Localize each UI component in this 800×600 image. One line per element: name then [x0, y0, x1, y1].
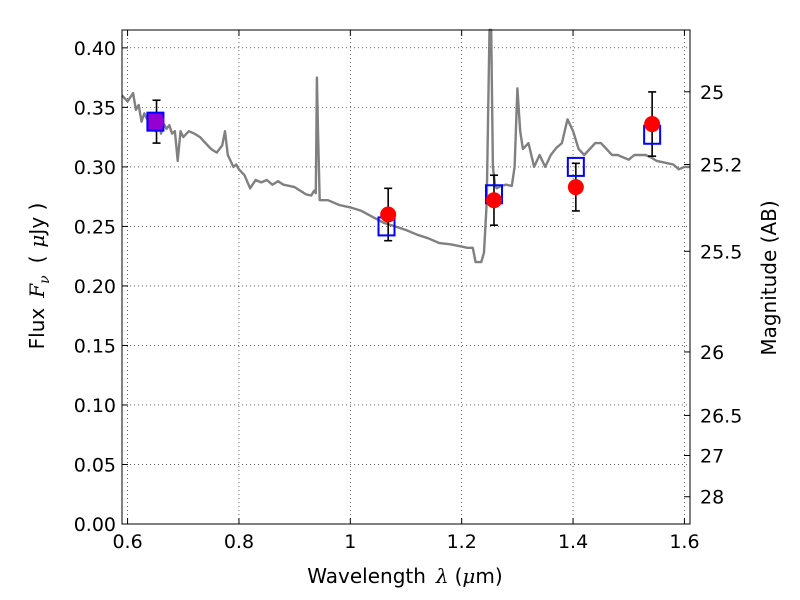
x-tick-label: 1.4	[558, 531, 588, 553]
y-tick-label: 0.40	[74, 38, 116, 60]
y-axis-label-text: Flux	[25, 308, 49, 350]
y2-tick-label: 26.5	[700, 405, 742, 427]
observed-series	[148, 113, 661, 223]
y-tick-label: 0.15	[74, 335, 116, 357]
grid	[122, 30, 690, 525]
y-axis-label: Flux Fν ( μJy )	[25, 203, 53, 350]
observed-point	[644, 116, 661, 133]
x-axis-unit-mu: μ	[462, 564, 475, 588]
y2-axis-label: Magnitude (AB)	[757, 200, 781, 355]
y2-tick-label: 27	[700, 446, 724, 468]
y-axis-unit-mu: μ	[25, 235, 49, 248]
model-square	[566, 156, 585, 177]
y-tick-label: 0.20	[74, 276, 116, 298]
spectrum-line	[121, 28, 690, 264]
y2-tick-label: 25.2	[700, 155, 742, 177]
y2-tick-label: 25.5	[700, 241, 742, 263]
x-axis-label: Wavelength λ (μm)	[307, 564, 502, 588]
y-axis-symbol: F	[25, 283, 49, 299]
y2-tick-label: 28	[700, 487, 724, 509]
x-axis-unit-rest: m)	[475, 564, 502, 588]
y-tick-label: 0.25	[74, 216, 116, 238]
y-tick-label: 0.10	[74, 395, 116, 417]
axis-ticks: 0.6 0.8 1 1.2 1.4 1.6 0.00 0.05 0.10 0.15 0.20 0.25…	[74, 30, 742, 553]
x-axis-unit-open: (	[455, 564, 463, 588]
spectrum-series	[121, 28, 690, 264]
x-tick-label: 1.6	[669, 531, 699, 553]
x-tick-label: 1	[344, 531, 356, 553]
y2-tick-label: 26	[700, 342, 724, 364]
observed-point	[380, 206, 397, 223]
plot-frame	[121, 29, 691, 525]
y2-tick-label: 25	[700, 82, 724, 104]
x-axis-symbol: λ	[435, 564, 449, 588]
x-tick-label: 0.8	[224, 531, 254, 553]
observed-point	[148, 113, 165, 130]
y-axis-unit-rest: Jy )	[25, 203, 49, 237]
x-tick-label: 1.2	[447, 531, 477, 553]
y-tick-label: 0.30	[74, 157, 116, 179]
y-axis-unit-open: (	[25, 256, 49, 264]
y-axis-subscript: ν	[37, 275, 53, 284]
x-tick-label: 0.6	[112, 531, 142, 553]
y-tick-label: 0.05	[74, 454, 116, 476]
y-tick-label: 0.00	[74, 514, 116, 536]
observed-point	[485, 192, 502, 209]
y-tick-label: 0.35	[74, 97, 116, 119]
errorbar-series	[152, 91, 657, 242]
observed-point	[567, 179, 584, 196]
x-axis-label-text: Wavelength	[307, 564, 426, 588]
